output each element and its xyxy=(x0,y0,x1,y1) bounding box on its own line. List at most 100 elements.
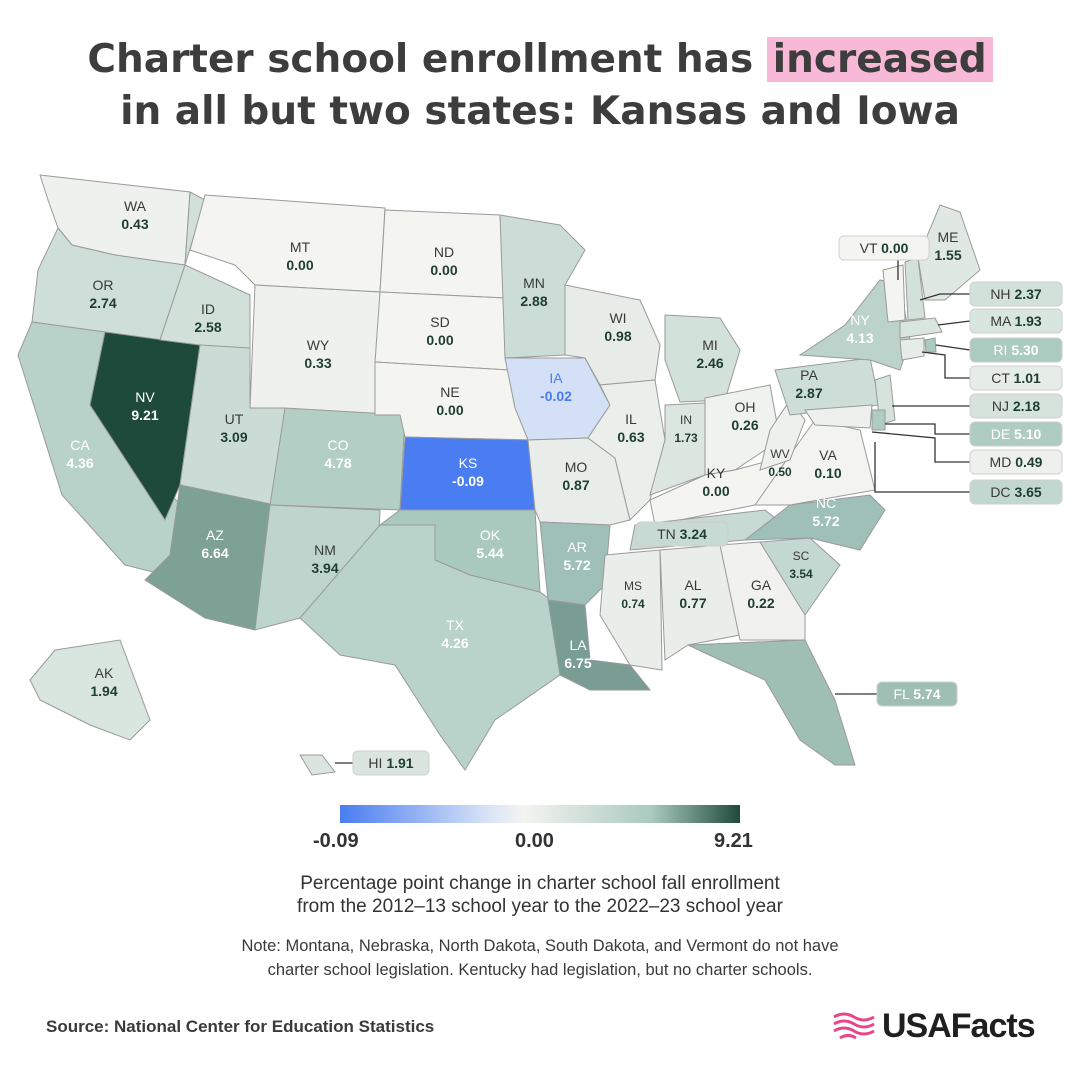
state-value-ny: 4.13 xyxy=(846,330,873,346)
state-label-oh: OH xyxy=(735,399,756,415)
state-value-or: 2.74 xyxy=(89,295,116,311)
legend-max-label: 9.21 xyxy=(714,830,753,852)
callout-value-nj: 2.18 xyxy=(1013,398,1040,414)
state-label-la: LA xyxy=(569,637,587,653)
state-value-ok: 5.44 xyxy=(476,545,503,561)
state-ri xyxy=(924,337,937,353)
state-label-wv: WV xyxy=(770,447,789,461)
state-ct xyxy=(899,337,925,361)
state-value-mi: 2.46 xyxy=(696,355,723,371)
callout-label-ri: RI 5.30 xyxy=(993,342,1038,358)
state-label-me: ME xyxy=(938,229,959,245)
state-value-in: 1.73 xyxy=(674,431,698,445)
source-text: Source: National Center for Education St… xyxy=(46,1017,435,1036)
state-label-il: IL xyxy=(625,411,637,427)
state-labels: WA 0.43 OR 2.74 CA 4.36 NV 9.21 ID 2.58 MT 0.00 WY 0.… xyxy=(66,198,1063,776)
chart-title: Charter school enrollment has increased … xyxy=(0,34,1080,138)
callout-value-tn: 3.24 xyxy=(680,526,707,542)
state-label-ny: NY xyxy=(850,312,870,328)
callout-label-hi: HI 1.91 xyxy=(368,755,413,771)
state-label-in: IN xyxy=(680,413,692,427)
state-il xyxy=(587,379,666,521)
title-line1-prefix: Charter school enrollment has xyxy=(87,37,754,82)
callout-label-md: MD 0.49 xyxy=(990,454,1043,470)
state-label-nc: NC xyxy=(816,495,836,511)
state-label-wi: WI xyxy=(609,310,626,326)
state-value-az: 6.64 xyxy=(201,545,228,561)
callout-value-ct: 1.01 xyxy=(1014,370,1041,386)
state-la xyxy=(547,599,652,691)
state-value-il: 0.63 xyxy=(617,429,644,445)
callout-box-ri xyxy=(969,337,1063,363)
map-subtitle: Percentage point change in charter schoo… xyxy=(140,872,940,918)
callout-box-dc xyxy=(969,479,1063,505)
callout-label-nh: NH 2.37 xyxy=(990,286,1042,302)
state-label-ok: OK xyxy=(480,527,501,543)
state-label-nd: ND xyxy=(434,244,454,260)
state-label-va: VA xyxy=(819,447,837,463)
brand-name: USAFacts xyxy=(882,1006,1036,1045)
title-highlight: increased xyxy=(766,37,993,82)
callout-box-tn xyxy=(635,521,729,547)
state-value-ut: 3.09 xyxy=(220,429,247,445)
state-value-ms: 0.74 xyxy=(621,597,645,611)
legend-mid-label: 0.00 xyxy=(515,830,554,852)
state-value-ky: 0.00 xyxy=(702,483,729,499)
note-line1: Note: Montana, Nebraska, North Dakota, S… xyxy=(241,937,839,955)
subtitle-line1: Percentage point change in charter schoo… xyxy=(300,873,780,894)
state-de xyxy=(871,409,886,431)
callout-value-ma: 1.93 xyxy=(1014,313,1041,329)
callout-line-de xyxy=(885,423,970,435)
callout-line-dc xyxy=(874,442,970,493)
state-label-pa: PA xyxy=(800,367,818,383)
state-md xyxy=(804,404,873,429)
state-label-id: ID xyxy=(201,301,215,317)
state-label-ky: KY xyxy=(707,465,726,481)
callout-box-vt xyxy=(838,235,930,261)
callout-value-nh: 2.37 xyxy=(1014,286,1041,302)
callout-box-fl xyxy=(876,681,958,707)
state-label-mt: MT xyxy=(290,239,311,255)
state-value-tx: 4.26 xyxy=(441,635,468,651)
callout-line-ma xyxy=(937,320,971,326)
state-value-mo: 0.87 xyxy=(562,477,589,493)
state-label-wa: WA xyxy=(124,198,147,214)
legend-min-label: -0.09 xyxy=(313,830,359,852)
callout-line-ct xyxy=(921,351,970,379)
state-sd xyxy=(374,291,511,371)
state-value-nm: 3.94 xyxy=(311,560,338,576)
state-value-sc: 3.54 xyxy=(789,567,813,581)
state-label-ms: MS xyxy=(624,579,642,593)
state-value-ak: 1.94 xyxy=(90,683,117,699)
state-label-sd: SD xyxy=(430,314,449,330)
callout-box-nh xyxy=(969,281,1063,307)
note-line2: charter school legislation. Kentucky had… xyxy=(267,961,813,979)
state-shapes xyxy=(17,174,981,776)
state-label-ia: IA xyxy=(549,370,563,386)
callout-box-de xyxy=(969,421,1063,447)
state-tx xyxy=(299,524,561,771)
state-value-oh: 0.26 xyxy=(731,417,758,433)
callout-label-dc: DC 3.65 xyxy=(990,484,1042,500)
callout-lines xyxy=(335,260,971,764)
state-value-nd: 0.00 xyxy=(430,262,457,278)
state-ma xyxy=(899,317,943,339)
state-label-mi: MI xyxy=(702,337,718,353)
callout-label-tn: TN 3.24 xyxy=(657,526,707,542)
state-label-az: AZ xyxy=(206,527,224,543)
state-label-ak: AK xyxy=(95,665,114,681)
state-value-wy: 0.33 xyxy=(304,355,331,371)
state-value-ks: -0.09 xyxy=(452,473,484,489)
state-label-nm: NM xyxy=(314,542,336,558)
state-value-ga: 0.22 xyxy=(747,595,774,611)
callout-line-ri xyxy=(935,344,971,351)
callout-box-hi xyxy=(352,750,430,776)
state-label-ar: AR xyxy=(567,539,586,555)
state-value-wv: 0.50 xyxy=(768,465,792,479)
usafacts-logo: USAFacts xyxy=(832,1000,1036,1052)
callout-value-md: 0.49 xyxy=(1015,454,1042,470)
callout-label-nj: NJ 2.18 xyxy=(992,398,1040,414)
state-label-mo: MO xyxy=(565,459,588,475)
